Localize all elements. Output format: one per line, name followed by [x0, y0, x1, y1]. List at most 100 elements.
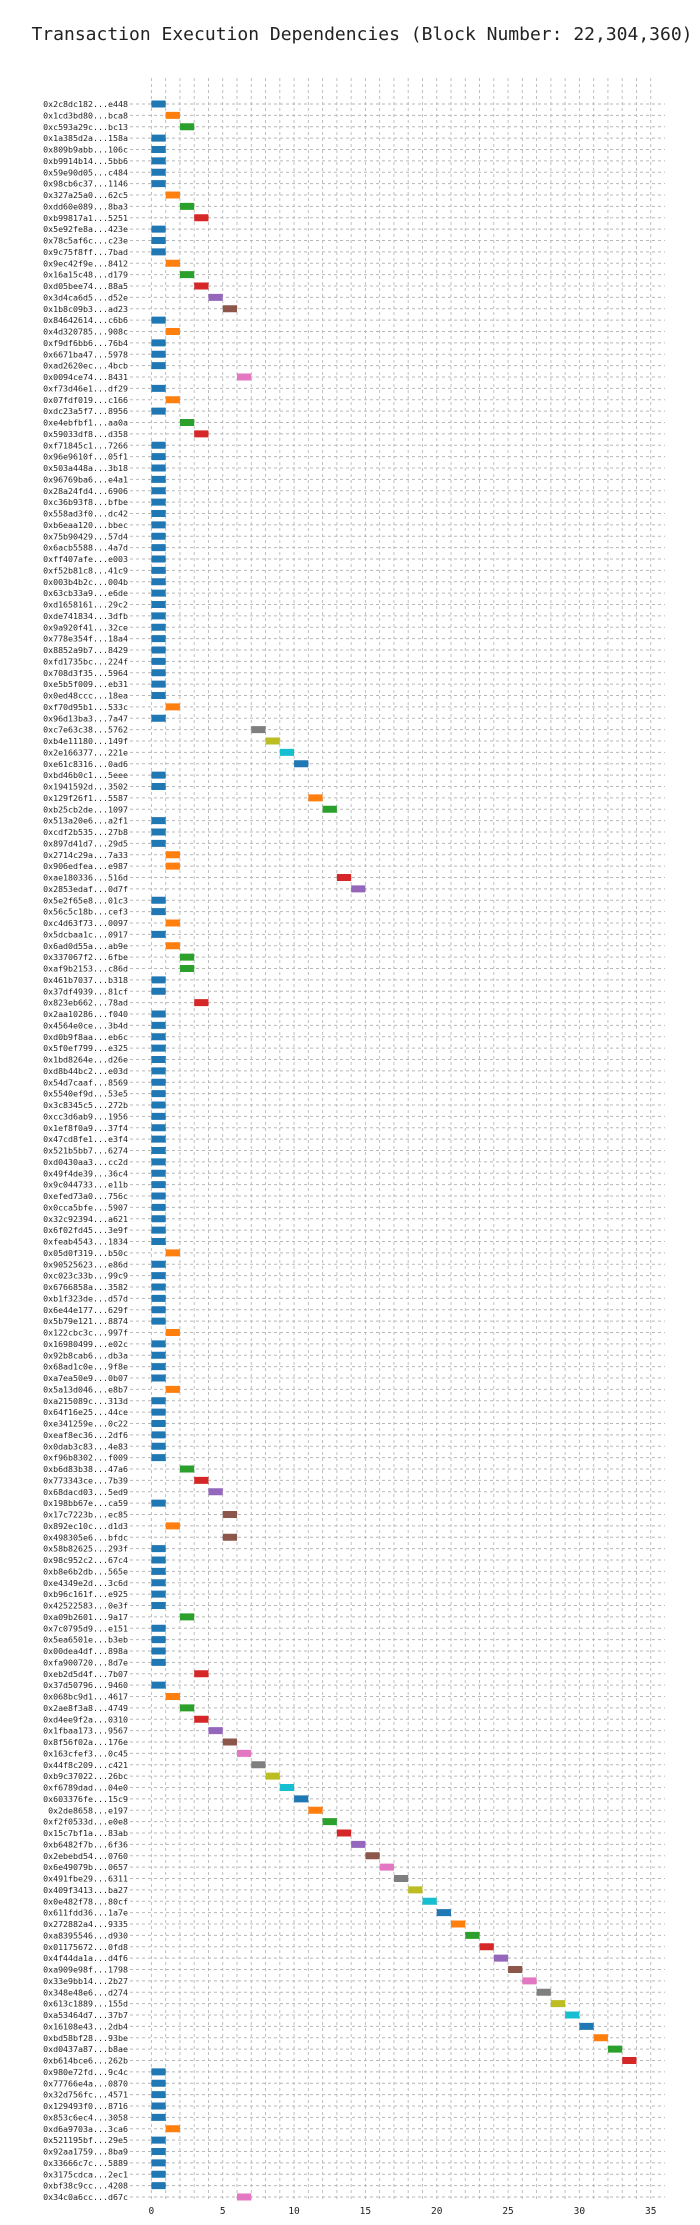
transaction-label: 0x00dea4df...898a	[43, 1646, 128, 1656]
transaction-label: 0xb1f323de...d57d	[43, 1293, 128, 1303]
transaction-bar	[579, 2022, 594, 2030]
transaction-bar	[151, 680, 166, 688]
transaction-label: 0x461b7037...b318	[43, 975, 128, 985]
transaction-bar	[308, 1806, 323, 1814]
transaction-bar	[151, 1567, 166, 1575]
transaction-label: 0x5f0ef799...e325	[43, 1043, 128, 1053]
transaction-label: 0xf9df6bb6...76b4	[43, 338, 128, 348]
transaction-bar	[351, 1840, 366, 1848]
transaction-bar	[237, 1749, 252, 1757]
transaction-label: 0x897d41d7...29d5	[43, 838, 128, 848]
transaction-bar	[208, 293, 223, 301]
transaction-bar	[151, 771, 166, 779]
transaction-label: 0x0cca5bfe...5907	[43, 1202, 128, 1212]
transaction-bar	[151, 225, 166, 233]
transaction-bar	[251, 1761, 266, 1769]
transaction-bar	[151, 2102, 166, 2110]
transaction-bar	[151, 1351, 166, 1359]
transaction-bar	[322, 805, 337, 813]
transaction-bar	[165, 259, 180, 267]
transaction-label: 0x337067f2...6fbe	[43, 952, 128, 962]
transaction-label: 0x6f02fd45...3e9f	[43, 1225, 128, 1235]
transaction-label: 0xe5b5f009...eb31	[43, 679, 128, 689]
transaction-bar	[179, 271, 195, 279]
transaction-label: 0x2c8dc182...e448	[43, 99, 128, 109]
transaction-label: 0xb6eaa120...bbec	[43, 520, 128, 530]
transaction-label: 0x7c0795d9...e151	[43, 1623, 128, 1633]
transaction-label: 0x0ed48ccc...18ea	[43, 691, 128, 701]
transaction-label: 0x3d4ca6d5...d52e	[43, 292, 128, 302]
transaction-bar	[151, 1374, 166, 1382]
transaction-label: 0xb99817a1...5251	[43, 213, 128, 223]
transaction-label: 0xf73d46e1...df29	[43, 383, 128, 393]
transaction-label: 0xc023c33b...99c9	[43, 1271, 128, 1281]
transaction-bar	[179, 965, 195, 972]
transaction-bar	[294, 760, 309, 768]
transaction-label: 0x2e166377...221e	[43, 747, 128, 757]
transaction-bar	[151, 339, 166, 347]
transaction-label: 0xe4349e2d...3c6d	[43, 1578, 128, 1588]
transaction-label: 0xae180336...516d	[43, 873, 128, 883]
transaction-label: 0x59e90d05...c484	[43, 167, 128, 177]
transaction-bar	[151, 1363, 166, 1371]
transaction-bar	[151, 180, 166, 188]
transaction-bar	[151, 1420, 166, 1427]
transaction-label: 0x513a20e6...a2f1	[43, 816, 128, 826]
transaction-label: 0x34c0a6cc...d67c	[43, 2192, 128, 2202]
transaction-label: 0xad2620ec...4bcb	[43, 361, 128, 371]
transaction-label: 0xbd58bf28...93be	[43, 2033, 128, 2043]
transaction-bar	[151, 1545, 166, 1553]
transaction-label: 0x603376fe...15c9	[43, 1794, 128, 1804]
transaction-bar	[151, 521, 166, 529]
transaction-bar	[165, 919, 180, 927]
transaction-bar	[565, 2011, 580, 2019]
transaction-bar	[151, 498, 166, 506]
transaction-bar	[151, 839, 166, 847]
transaction-bar	[151, 566, 166, 574]
transaction-bar	[151, 134, 166, 142]
transaction-bar	[165, 2125, 180, 2133]
transaction-bar	[151, 2148, 166, 2155]
transaction-label: 0x92b8cab6...db3a	[43, 1350, 128, 1360]
transaction-bar	[179, 1465, 195, 1473]
transaction-bar	[151, 1021, 166, 1029]
transaction-bar	[194, 430, 209, 438]
transaction-bar	[279, 1784, 295, 1791]
transaction-bar	[165, 1522, 180, 1530]
transaction-label: 0x28a24fd4...6906	[43, 486, 128, 496]
transaction-bar	[194, 999, 209, 1007]
transaction-bar	[393, 1875, 409, 1882]
transaction-bar	[151, 1010, 166, 1018]
transaction-bar	[165, 703, 180, 711]
transaction-bar	[151, 783, 166, 790]
transaction-bar	[336, 1829, 352, 1837]
transaction-label: 0x49f4de39...36c4	[43, 1168, 128, 1178]
transaction-bar	[165, 328, 180, 335]
transaction-label: 0x96d13ba3...7a47	[43, 713, 128, 723]
transaction-bar	[151, 601, 166, 608]
transaction-bar	[151, 1658, 166, 1666]
transaction-label: 0x122cbc3c...997f	[43, 1328, 128, 1338]
transaction-bar	[379, 1863, 394, 1871]
x-tick-label: 30	[574, 2206, 586, 2217]
transaction-label: 0x5540ef9d...53e5	[43, 1089, 128, 1099]
transaction-label: 0xb9c37022...26bc	[43, 1771, 128, 1781]
transaction-label: 0x47cd8fe1...e3f4	[43, 1134, 128, 1144]
transaction-bar	[151, 2159, 166, 2167]
transaction-bar	[179, 1613, 195, 1621]
transaction-bar	[593, 2034, 608, 2042]
transaction-bar	[151, 1044, 166, 1052]
transaction-bar	[165, 942, 180, 950]
transaction-label: 0x5ea6501e...b3eb	[43, 1635, 128, 1645]
transaction-label: 0x37df4939...81cf	[43, 986, 128, 996]
transaction-bar	[151, 1056, 166, 1063]
transaction-label: 0x33e9bb14...2b27	[43, 1976, 128, 1986]
transaction-label: 0x2ebebd54...0760	[43, 1851, 128, 1861]
transaction-label: 0x409f3413...ba27	[43, 1885, 128, 1895]
transaction-bar	[151, 635, 166, 643]
transaction-bar	[322, 1818, 337, 1826]
transaction-bar	[607, 2045, 623, 2053]
transaction-bar	[151, 2079, 166, 2087]
transaction-label: 0x37d50796...9460	[43, 1680, 128, 1690]
